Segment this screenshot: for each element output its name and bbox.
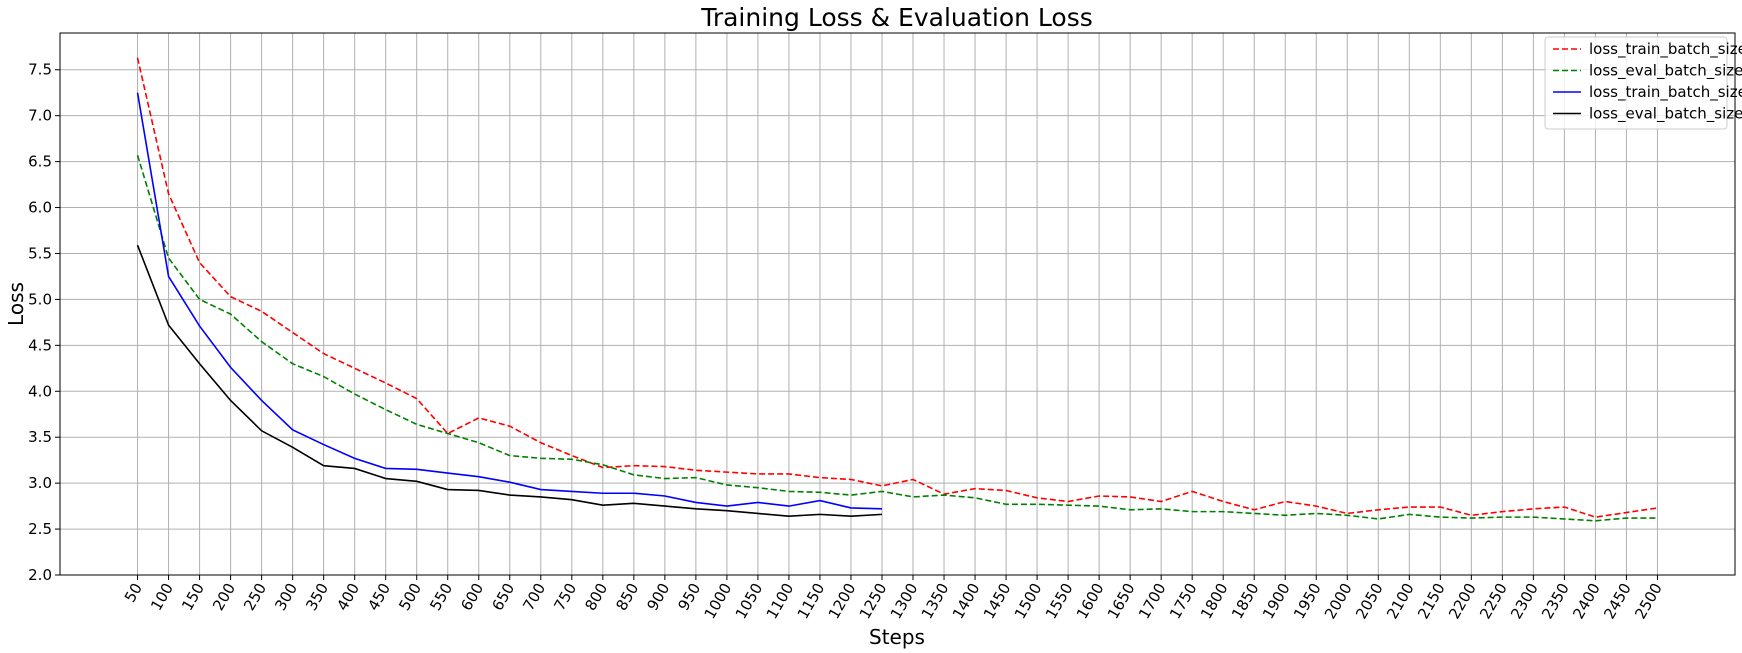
x-tick-label: 2100: [1383, 580, 1418, 622]
x-tick-label: 100: [147, 580, 177, 614]
x-tick-label: 1750: [1166, 580, 1201, 622]
x-tick-label: 2350: [1538, 580, 1573, 622]
x-tick-label: 1600: [1073, 580, 1108, 622]
x-tick-label: 250: [240, 580, 270, 614]
x-tick-label: 1300: [887, 580, 922, 622]
series-line: [136, 92, 883, 510]
legend-box: [1544, 36, 1728, 130]
x-tick-label: 1100: [763, 580, 798, 622]
x-axis-label: Steps: [869, 625, 925, 649]
x-tick-label: 1150: [794, 580, 829, 622]
x-tick-label: 1450: [980, 580, 1015, 622]
x-tick-label: 800: [581, 580, 611, 614]
plot-frame: [59, 32, 1736, 576]
legend-label: loss_eval_batch_size_4: [1589, 62, 1742, 81]
x-tick-label: 1200: [825, 580, 860, 622]
x-tick-label: 1250: [856, 580, 891, 622]
x-tick-label: 700: [519, 580, 549, 614]
y-tick-label: 4.0: [28, 382, 52, 400]
y-tick-label: 6.0: [28, 199, 52, 217]
x-tick-label: 1800: [1197, 580, 1232, 622]
x-tick-label: 1000: [701, 580, 736, 622]
x-tick-label: 550: [426, 580, 456, 614]
x-tick-label: 1400: [949, 580, 984, 622]
series-line: [136, 57, 1658, 518]
y-tick-label: 3.5: [28, 428, 52, 446]
x-tick-label: 600: [457, 580, 487, 614]
x-tick-label: 950: [674, 580, 704, 614]
x-tick-label: 2400: [1569, 580, 1604, 622]
series-line: [136, 244, 883, 518]
x-tick-label: 1350: [918, 580, 953, 622]
y-tick-label: 5.0: [28, 290, 52, 308]
x-tick-label: 850: [612, 580, 642, 614]
x-tick-label: 1700: [1135, 580, 1170, 622]
x-tick-label: 1550: [1042, 580, 1077, 622]
series-line: [136, 154, 1658, 522]
legend-label: loss_train_batch_size_8: [1589, 83, 1742, 102]
y-tick-label: 5.5: [28, 244, 52, 262]
x-tick-label: 200: [209, 580, 239, 614]
y-tick-label: 7.0: [28, 107, 52, 125]
y-tick-label: 2.5: [28, 520, 52, 538]
x-tick-label: 150: [178, 580, 208, 614]
x-tick-label: 2500: [1631, 580, 1666, 622]
y-tick-label: 4.5: [28, 336, 52, 354]
x-tick-label: 500: [395, 580, 425, 614]
x-tick-label: 1500: [1011, 580, 1046, 622]
x-tick-label: 2050: [1352, 580, 1387, 622]
y-tick-label: 2.0: [28, 566, 52, 584]
x-tick-label: 1650: [1104, 580, 1139, 622]
x-tick-label: 300: [271, 580, 301, 614]
x-tick-label: 350: [302, 580, 332, 614]
x-tick-label: 2250: [1476, 580, 1511, 622]
y-tick-label: 3.0: [28, 474, 52, 492]
y-tick-label: 6.5: [28, 153, 52, 171]
x-tick-label: 50: [121, 580, 146, 606]
x-tick-label: 1050: [732, 580, 767, 622]
legend-label: loss_train_batch_size_4: [1589, 40, 1742, 59]
legend-label: loss_eval_batch_size_8: [1589, 105, 1742, 124]
x-tick-label: 1850: [1228, 580, 1263, 622]
x-tick-label: 450: [364, 580, 394, 614]
y-tick-label: 7.5: [28, 61, 52, 79]
x-tick-label: 1900: [1259, 580, 1294, 622]
chart-title: Training Loss & Evaluation Loss: [700, 3, 1093, 32]
y-axis-label: Loss: [4, 282, 28, 326]
legend: loss_train_batch_size_4 loss_eval_batch_s…: [1544, 36, 1742, 130]
x-tick-label: 400: [333, 580, 363, 614]
x-tick-label: 650: [488, 580, 518, 614]
x-tick-label: 900: [643, 580, 673, 614]
x-tick-label: 2000: [1321, 580, 1356, 622]
x-tick-label: 2300: [1507, 580, 1542, 622]
x-tick-label: 2150: [1414, 580, 1449, 622]
x-tick-label: 750: [550, 580, 580, 614]
x-tick-label: 2450: [1600, 580, 1635, 622]
x-tick-label: 2200: [1445, 580, 1480, 622]
x-tick-label: 1950: [1290, 580, 1325, 622]
